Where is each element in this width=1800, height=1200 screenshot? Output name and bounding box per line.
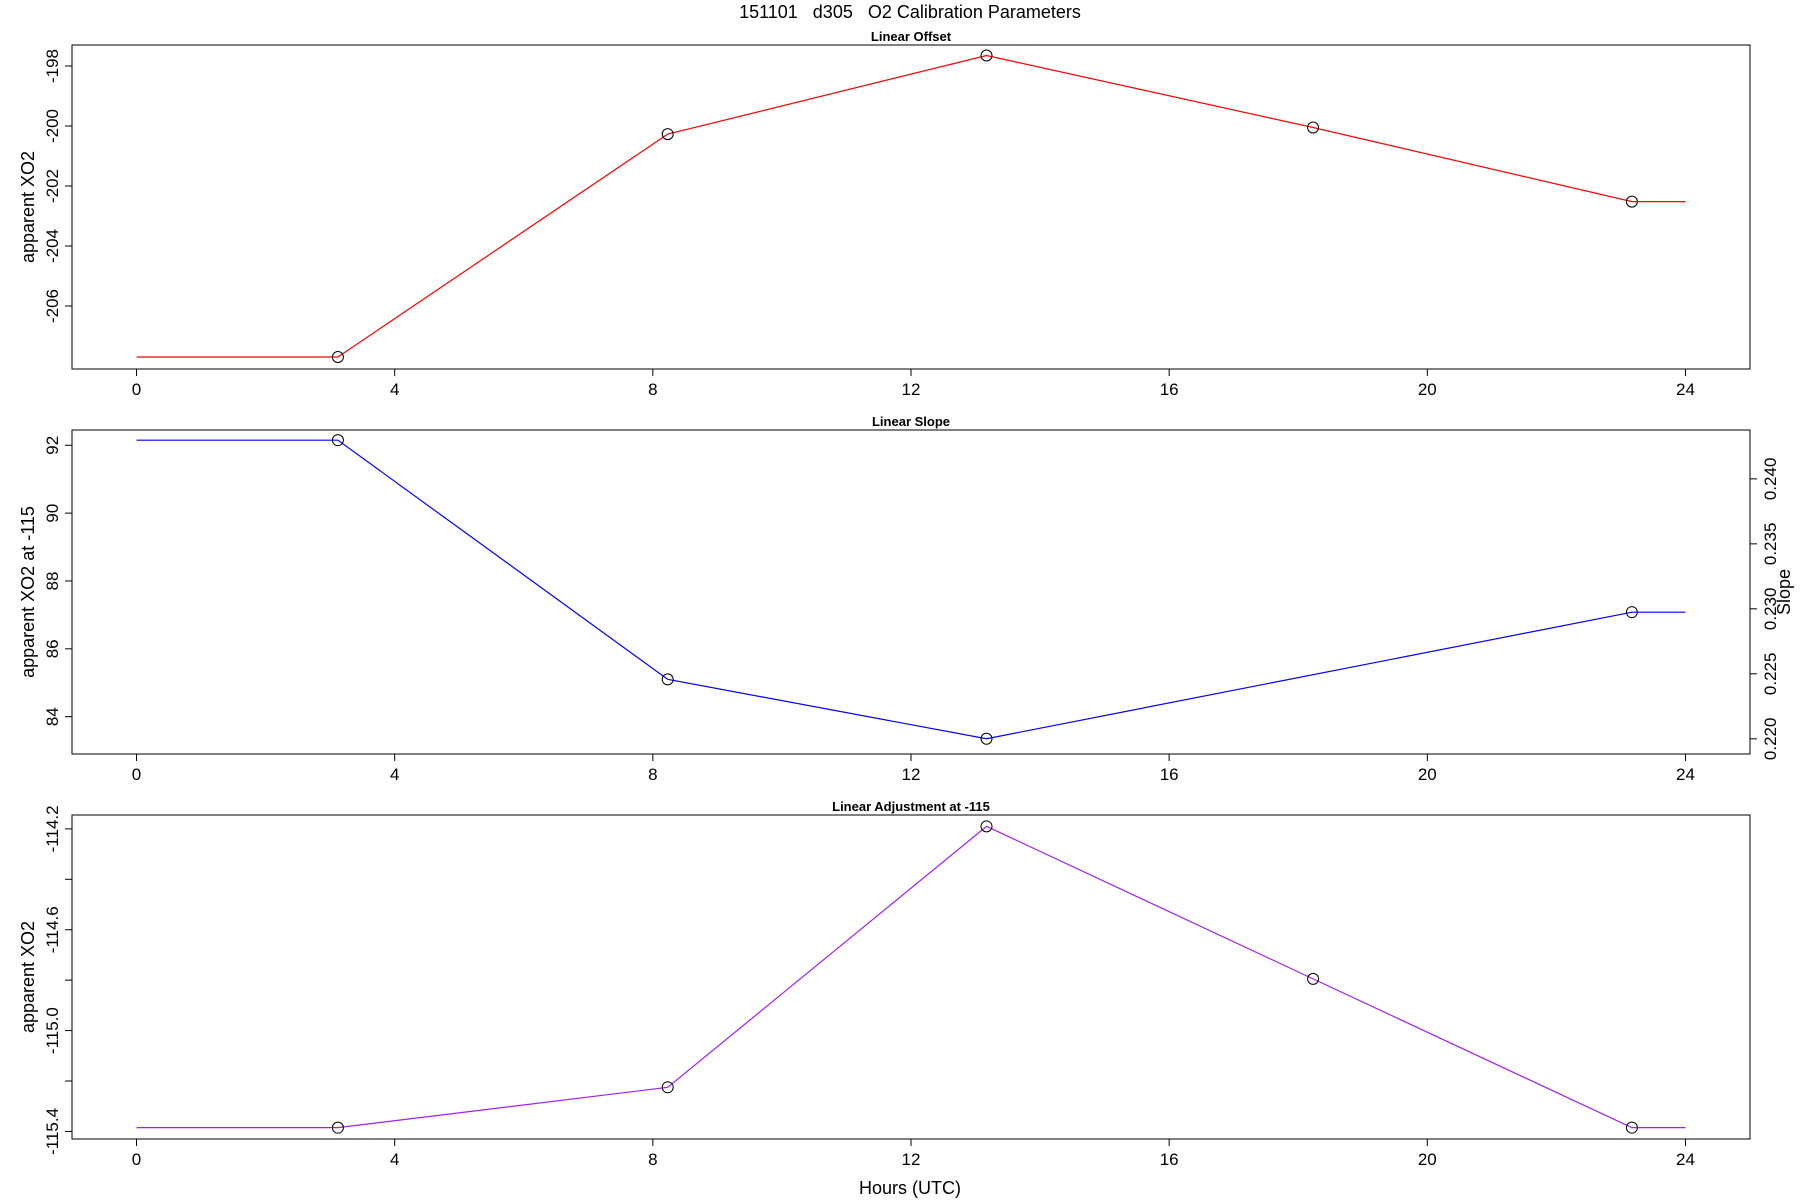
panel-2: Linear Slope 0 4 8 12 16 20 24 84 86 88 90 92 apparen…	[18, 414, 1794, 784]
x-tick-label: 4	[390, 1150, 399, 1169]
data-point	[661, 1081, 674, 1094]
x-tick-label: 16	[1160, 380, 1179, 399]
data-point	[1625, 1121, 1638, 1134]
y-right-tick-label: 0.225	[1761, 653, 1780, 696]
y-tick-label: 86	[43, 639, 62, 658]
x-tick-label: 16	[1160, 765, 1179, 784]
panel-title: Linear Slope	[872, 414, 950, 429]
x-tick-label: 0	[132, 765, 141, 784]
data-point	[331, 434, 344, 447]
panel-title: Linear Offset	[871, 29, 952, 44]
x-tick-label: 8	[648, 380, 657, 399]
y-tick-label: -115.4	[43, 1108, 62, 1155]
y-right-tick-label: 0.235	[1761, 523, 1780, 566]
data-point	[661, 673, 674, 686]
x-tick-label: 4	[390, 380, 399, 399]
y-tick-label: -206	[43, 289, 62, 323]
data-point	[661, 128, 674, 141]
y-tick-label: -114.6	[43, 906, 62, 953]
y-axis-label: apparent XO2	[18, 921, 38, 1033]
data-point	[331, 351, 344, 363]
x-tick-label: 8	[648, 1150, 657, 1169]
y-right-axis-label: Slope	[1774, 569, 1794, 615]
y-axis-label: apparent XO2 at -115	[18, 506, 38, 678]
y-right-tick-label: 0.220	[1761, 718, 1780, 761]
data-point	[1625, 195, 1638, 208]
data-point	[1307, 121, 1320, 134]
data-point	[980, 732, 993, 745]
series-line	[136, 439, 1686, 740]
x-tick-label: 12	[902, 765, 921, 784]
data-point	[1625, 606, 1638, 619]
x-tick-label: 0	[132, 1150, 141, 1169]
x-tick-label: 20	[1418, 380, 1437, 399]
x-tick-label: 12	[902, 1150, 921, 1169]
x-tick-label: 4	[390, 765, 399, 784]
x-tick-label: 24	[1676, 380, 1695, 399]
y-tick-label: 84	[43, 707, 62, 726]
figure-title: 151101 d305 O2 Calibration Parameters	[739, 2, 1081, 22]
series-line	[136, 54, 1686, 358]
panel-title: Linear Adjustment at -115	[832, 799, 990, 814]
x-tick-label: 24	[1676, 765, 1695, 784]
series-line	[136, 825, 1686, 1129]
x-tick-label: 8	[648, 765, 657, 784]
panels-group: Linear Offset 0 4 8 12 16 20 24 -206 -204 -202 -200…	[18, 29, 1794, 1169]
y-tick-label: -114.2	[43, 805, 62, 852]
y-right-tick-label: 0.230	[1761, 588, 1780, 631]
y-right-tick-label: 0.240	[1761, 458, 1780, 501]
y-tick-label: 88	[43, 572, 62, 591]
x-tick-label: 20	[1418, 1150, 1437, 1169]
plot-frame	[71, 814, 1751, 1140]
data-point	[1307, 972, 1320, 985]
y-axis-label: apparent XO2	[18, 151, 38, 263]
y-tick-label: -202	[43, 169, 62, 203]
plot-frame	[71, 44, 1751, 370]
y-tick-label: -198	[43, 49, 62, 83]
data-point	[980, 49, 993, 62]
data-point	[980, 820, 993, 833]
panel-3: Linear Adjustment at -115 0 4 8 12 16 20 24 -115…	[18, 799, 1751, 1169]
y-tick-label: -115.0	[43, 1007, 62, 1054]
x-axis-label: Hours (UTC)	[859, 1178, 961, 1198]
y-tick-label: -204	[43, 229, 62, 263]
x-tick-label: 20	[1418, 765, 1437, 784]
x-tick-label: 24	[1676, 1150, 1695, 1169]
panel-1: Linear Offset 0 4 8 12 16 20 24 -206 -204 -202 -200…	[18, 29, 1751, 399]
y-tick-label: -200	[43, 109, 62, 143]
data-point	[331, 1121, 344, 1134]
x-tick-label: 16	[1160, 1150, 1179, 1169]
plot-frame	[71, 429, 1751, 755]
y-tick-label: 92	[43, 436, 62, 455]
x-tick-label: 0	[132, 380, 141, 399]
x-tick-label: 12	[902, 380, 921, 399]
y-tick-label: 90	[43, 504, 62, 523]
